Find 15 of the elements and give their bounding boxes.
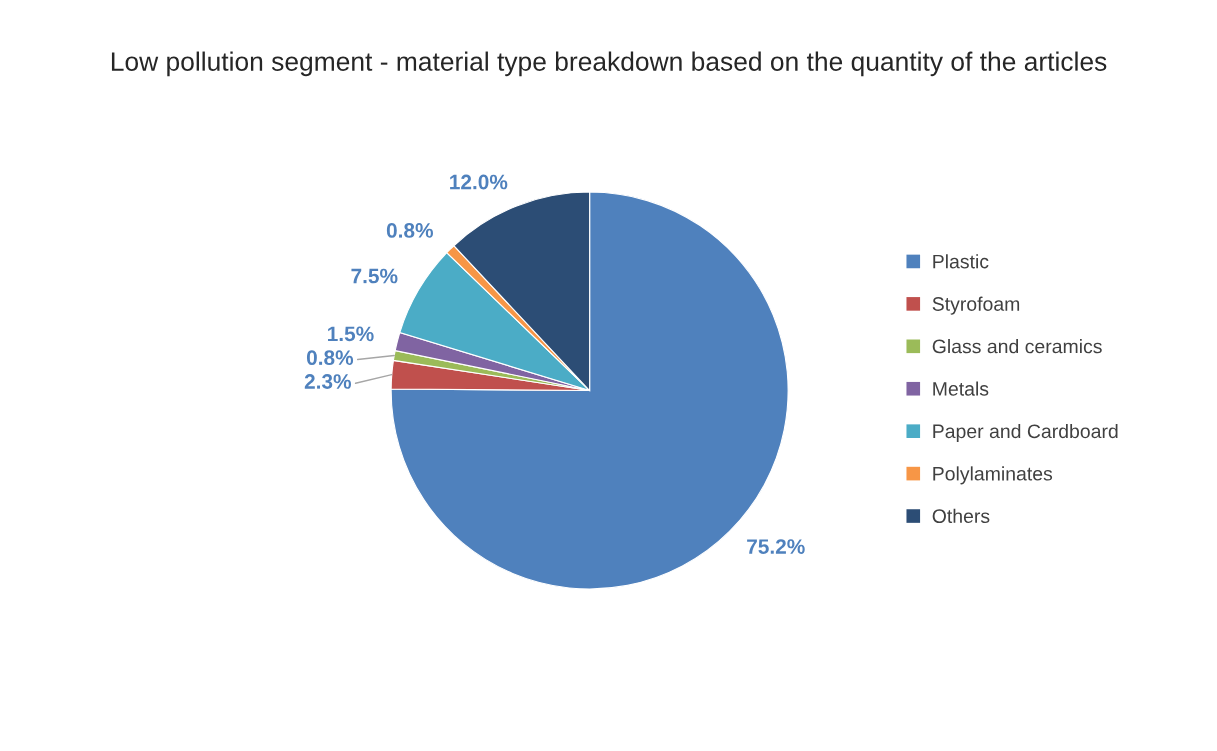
data-label: 0.8% [386,223,433,238]
legend-label: Paper and Cardboard [933,423,1118,443]
chart-title: Low pollution segment - material type breakdown based on the quantity of the articles [111,51,1107,77]
legend-label: Plastic [933,254,989,269]
legend-label: Others [932,508,990,524]
legend-label: Metals [933,381,989,396]
data-label: 1.5% [328,326,374,342]
legend-label: Glass and ceramics [932,339,1102,354]
legend-label: Polylaminates [933,466,1053,485]
data-label: 2.3% [304,374,352,389]
data-label: 0.8% [306,350,354,366]
data-label: 75.2% [747,539,805,554]
data-label: 12.0% [450,174,508,190]
data-label: 7.5% [351,268,398,284]
legend-label: Styrofoam [932,296,1020,315]
